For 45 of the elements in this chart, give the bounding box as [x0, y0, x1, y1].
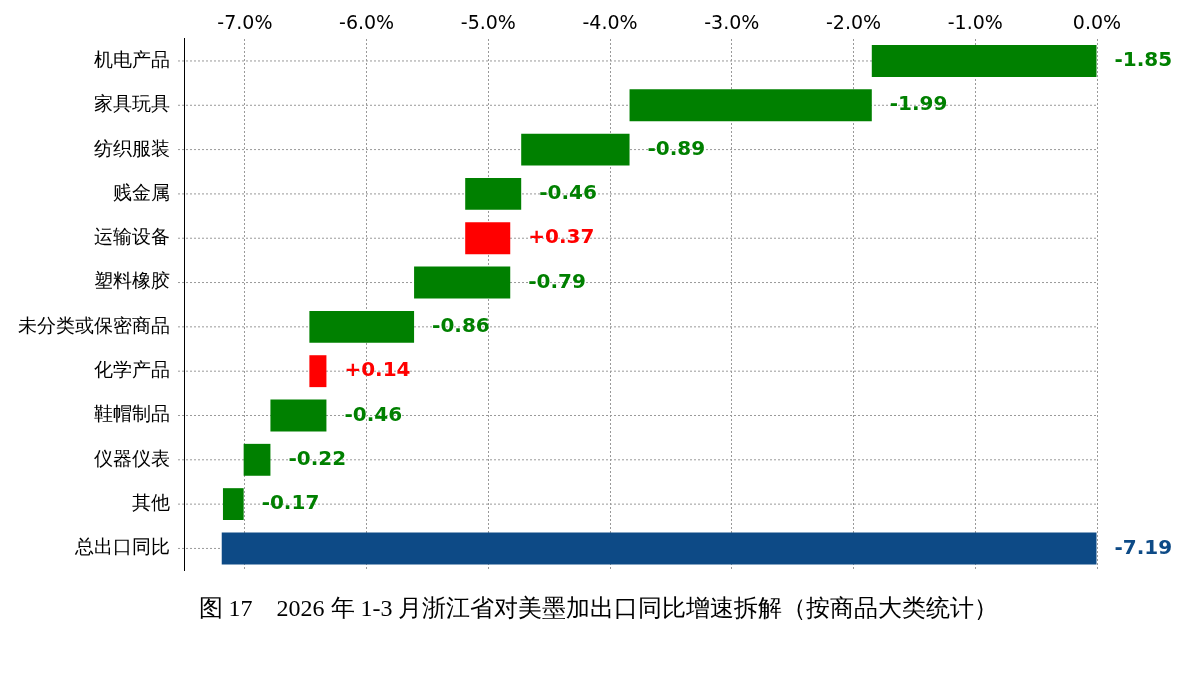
data-label: -0.22 — [288, 446, 347, 471]
y-tick-label: 机电产品 — [94, 47, 170, 70]
bar — [414, 266, 511, 299]
bar — [521, 133, 630, 166]
y-tick-label: 化学产品 — [94, 358, 170, 381]
bar — [465, 222, 511, 255]
y-tick-label: 家具玩具 — [94, 92, 170, 115]
y-tick-label: 塑料橡胶 — [94, 269, 170, 292]
text: 图 17 2026 年 1-3 月浙江省对美墨加出口同比增速拆解（按商品大类统计） — [197, 594, 1000, 623]
x-tick-label: -2.0% — [825, 11, 882, 34]
y-tick-label: 纺织服装 — [94, 136, 170, 159]
data-label: -7.19 — [1114, 534, 1173, 559]
x-tick-label: -3.0% — [704, 11, 760, 34]
data-label: +0.14 — [344, 357, 411, 382]
data-label: -0.46 — [344, 401, 403, 426]
y-tick-label: 仪器仪表 — [94, 446, 170, 469]
bar — [243, 443, 271, 476]
x-tick-label: -1.0% — [947, 11, 1003, 34]
data-label: -1.99 — [889, 91, 948, 116]
data-label: -0.17 — [261, 490, 320, 515]
x-tick-label: -6.0% — [339, 11, 395, 34]
data-label: -0.46 — [539, 180, 597, 205]
bar — [222, 488, 244, 521]
x-tick-label: -5.0% — [460, 11, 516, 34]
bar — [309, 310, 415, 343]
y-tick-label: 贱金属 — [113, 180, 170, 203]
y-tick-label: 鞋帽制品 — [94, 402, 170, 425]
y-tick-label: 运输设备 — [94, 225, 170, 248]
x-tick-label: -4.0% — [582, 11, 638, 34]
x-tick-label: 0.0% — [1072, 11, 1122, 34]
y-tick-label: 其他 — [132, 491, 170, 514]
bar — [871, 45, 1097, 77]
y-tick-label: 未分类或保密商品 — [18, 313, 170, 336]
bar — [309, 355, 327, 388]
data-label: -1.85 — [1114, 47, 1173, 72]
bar — [629, 89, 872, 122]
data-label: -0.89 — [647, 135, 706, 160]
data-label: -0.86 — [432, 313, 490, 338]
bar — [221, 532, 1097, 565]
data-label: +0.37 — [528, 224, 595, 249]
bar — [270, 399, 327, 432]
bar — [465, 177, 522, 210]
y-tick-label: 总出口同比 — [74, 535, 170, 558]
x-tick-label: -7.0% — [217, 11, 273, 34]
data-label: -0.79 — [528, 268, 586, 293]
